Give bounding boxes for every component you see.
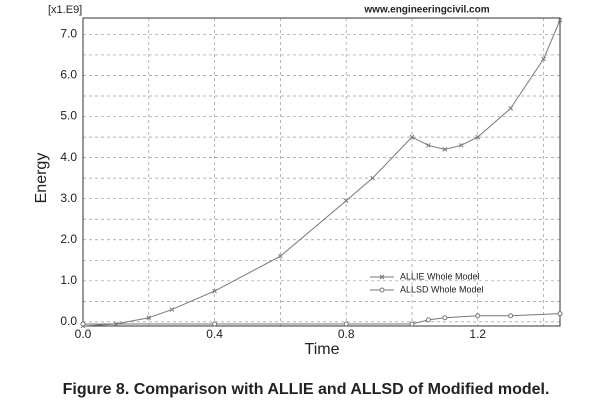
point [557, 311, 563, 317]
x-tick-label: 0.8 [338, 327, 355, 341]
y-tick-label: 3.0 [60, 191, 77, 205]
x-tick-label: 0.0 [75, 327, 92, 341]
point [278, 253, 283, 259]
point [442, 315, 448, 321]
point [409, 134, 415, 140]
point [541, 56, 546, 62]
point [370, 175, 375, 181]
point [409, 321, 415, 327]
legend-marker [379, 274, 385, 280]
plot-frame [82, 17, 561, 327]
point [508, 105, 514, 111]
y-tick-label: 1.0 [60, 273, 77, 287]
y-tick-label: 6.0 [60, 68, 77, 82]
y-tick-label: 4.0 [60, 150, 77, 164]
y-tick-label: 7.0 [60, 27, 77, 41]
y-tick-label: 0.0 [60, 314, 77, 328]
legend-label: ALLIE Whole Model [400, 271, 480, 281]
watermark: www.engineeringcivil.com [363, 5, 489, 16]
point [212, 288, 217, 294]
x-tick-label: 0.4 [206, 327, 223, 341]
y-axis-label: Energy [33, 153, 50, 204]
legend-marker [379, 287, 385, 293]
x-axis-label: Time [305, 341, 340, 358]
legend-label: ALLSD Whole Model [400, 284, 484, 294]
point [343, 321, 349, 327]
x-tick-label: 1.2 [469, 327, 486, 341]
caption: Figure 8. Comparison with ALLIE and ALLS… [63, 381, 550, 398]
point [458, 142, 464, 148]
point [146, 315, 152, 321]
point [508, 313, 514, 319]
point [426, 142, 431, 148]
point [169, 307, 175, 312]
point [442, 147, 448, 152]
point [343, 198, 349, 204]
y-tick-label: 5.0 [60, 109, 77, 123]
point [212, 321, 218, 327]
point [475, 313, 481, 319]
point [475, 134, 481, 140]
point [557, 17, 563, 23]
y-tick-label: 2.0 [60, 232, 77, 246]
point [80, 321, 86, 327]
point [425, 317, 431, 323]
series-line [82, 19, 561, 327]
y-multiplier: [x1.E9] [48, 4, 82, 16]
